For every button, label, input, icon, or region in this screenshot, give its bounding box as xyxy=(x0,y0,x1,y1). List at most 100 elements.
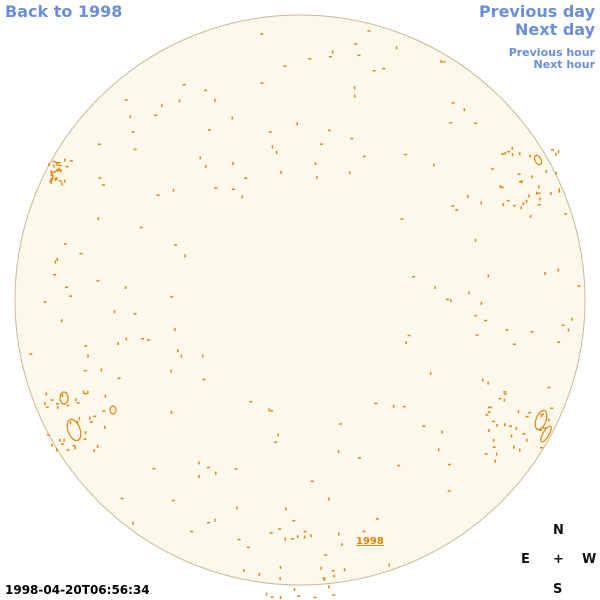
contour-speck xyxy=(96,280,100,282)
back-to-year-link[interactable]: Back to 1998 xyxy=(5,2,123,21)
compass-center-icon: + xyxy=(553,552,564,567)
contour-speck xyxy=(333,574,335,578)
contour-speck xyxy=(207,521,210,524)
contour-speck xyxy=(429,371,432,375)
contour-speck xyxy=(548,418,550,422)
contour-speck xyxy=(87,390,89,394)
contour-speck xyxy=(354,43,358,45)
contour-speck xyxy=(104,394,107,398)
contour-speck xyxy=(98,177,102,179)
contour-speck xyxy=(89,416,91,420)
contour-speck xyxy=(76,420,79,424)
contour-speck xyxy=(104,425,106,429)
contour-speck xyxy=(506,199,510,202)
contour-speck xyxy=(455,209,459,211)
contour-speck xyxy=(392,404,395,408)
contour-speck xyxy=(66,449,70,451)
next-day-link[interactable]: Next day xyxy=(515,20,595,39)
contour-speck xyxy=(328,497,330,501)
contour-speck xyxy=(52,171,56,173)
contour-speck xyxy=(75,398,77,402)
contour-speck xyxy=(515,427,518,431)
contour-speck xyxy=(531,175,533,179)
contour-speck xyxy=(528,411,532,414)
contour-loop xyxy=(109,405,117,415)
contour-speck xyxy=(405,341,407,345)
contour-speck xyxy=(246,546,250,549)
contour-speck xyxy=(512,204,516,207)
contour-speck xyxy=(61,182,63,186)
contour-speck xyxy=(484,319,487,322)
contour-speck xyxy=(437,448,440,452)
next-hour-link[interactable]: Next hour xyxy=(533,58,596,71)
contour-speck xyxy=(161,104,163,108)
contour-speck xyxy=(350,137,354,140)
contour-speck xyxy=(133,313,137,315)
contour-speck xyxy=(487,381,489,385)
contour-speck xyxy=(214,518,216,522)
contour-speck xyxy=(577,285,581,287)
contour-speck xyxy=(367,30,371,32)
contour-speck xyxy=(53,273,57,276)
contour-speck xyxy=(422,425,426,427)
contour-speck xyxy=(324,554,328,556)
contour-speck xyxy=(269,532,273,534)
contour-speck xyxy=(51,171,53,175)
contour-speck xyxy=(48,163,50,167)
contour-loop xyxy=(59,391,69,405)
contour-speck xyxy=(174,244,178,246)
contour-speck xyxy=(313,596,317,599)
contour-speck xyxy=(328,56,332,58)
contour-speck xyxy=(198,461,200,465)
contour-speck xyxy=(525,199,528,203)
contour-speck xyxy=(170,411,173,415)
contour-speck xyxy=(199,156,201,160)
contour-speck xyxy=(198,475,200,478)
previous-hour-link[interactable]: Previous hour xyxy=(508,46,595,59)
contour-speck xyxy=(279,565,282,569)
contour-speck xyxy=(201,354,204,358)
previous-day-link[interactable]: Previous day xyxy=(478,2,595,21)
contour-speck xyxy=(517,410,520,413)
contour-speck xyxy=(177,349,179,353)
contour-speck xyxy=(93,449,95,453)
contour-speck xyxy=(539,197,541,201)
contour-speck xyxy=(89,421,93,423)
contour-speck xyxy=(501,153,504,155)
contour-speck xyxy=(526,438,528,442)
contour-speck xyxy=(468,291,470,295)
compass-east-label: E xyxy=(521,552,530,567)
contour-speck xyxy=(492,446,496,448)
contour-speck xyxy=(46,434,50,436)
contour-speck xyxy=(331,50,334,54)
contour-speck xyxy=(270,596,274,598)
contour-speck xyxy=(205,164,207,168)
contour-speck xyxy=(63,243,67,245)
contour-speck xyxy=(206,466,210,469)
contour-speck xyxy=(234,468,238,470)
contour-speck xyxy=(489,406,493,409)
contour-speck xyxy=(58,169,62,171)
contour-speck xyxy=(296,535,299,539)
contour-speck xyxy=(337,450,340,454)
contour-speck xyxy=(296,122,298,126)
contour-speck xyxy=(59,438,61,442)
contour-speck xyxy=(58,180,62,182)
contour-speck xyxy=(265,592,268,596)
disk-year-link[interactable]: 1998 xyxy=(356,536,384,547)
contour-speck xyxy=(147,339,150,341)
contour-speck xyxy=(492,438,495,442)
contour-speck xyxy=(57,162,61,164)
contour-speck xyxy=(131,131,135,133)
contour-speck xyxy=(284,537,286,541)
contour-speck xyxy=(97,143,101,145)
contour-speck xyxy=(433,163,435,167)
contour-speck xyxy=(51,178,53,182)
contour-speck xyxy=(214,98,216,102)
contour-speck xyxy=(84,431,87,435)
contour-speck xyxy=(372,70,376,72)
contour-speck xyxy=(495,452,498,456)
contour-speck xyxy=(551,149,554,151)
contour-speck xyxy=(540,413,544,416)
contour-speck xyxy=(60,319,63,323)
